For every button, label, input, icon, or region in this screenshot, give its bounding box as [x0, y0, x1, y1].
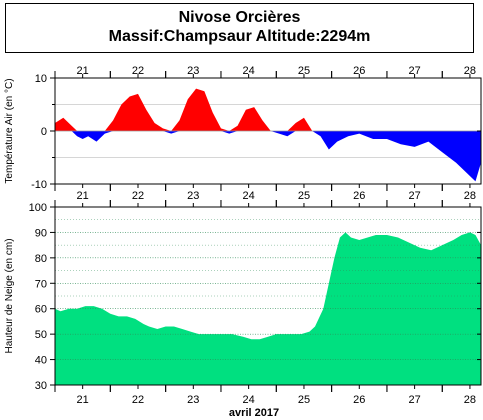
temp-ylabel: Température Air (en °C): [4, 78, 15, 183]
xtick-label-bottom: 25: [298, 190, 310, 202]
xtick-label-bottom: 22: [132, 190, 144, 202]
xtick-label-top: 22: [132, 65, 144, 77]
xtick-label-bottom: 22: [132, 394, 144, 406]
xtick-label-bottom: 24: [243, 190, 255, 202]
xlabel-date: avril 2017: [229, 407, 279, 419]
xtick-label-top: 26: [353, 65, 365, 77]
xtick-label-bottom: 24: [243, 394, 255, 406]
snow-ytick-label: 80: [35, 253, 47, 265]
snow-ytick-label: 60: [35, 304, 47, 316]
xtick-label-top: 27: [408, 65, 420, 77]
xtick-label-bottom: 25: [298, 394, 310, 406]
temp-ytick-label: -10: [31, 179, 47, 191]
xtick-label-bottom: 21: [77, 394, 89, 406]
chart-title-massif: Massif:Champsaur Altitude:2294m: [108, 28, 371, 45]
xtick-label-bottom: 23: [187, 394, 199, 406]
snow-ytick-label: 50: [35, 329, 47, 341]
snow-depth-area: [55, 232, 481, 385]
xtick-label-bottom: 27: [408, 190, 420, 202]
xtick-label-top: 25: [298, 65, 310, 77]
snow-ytick-label: 30: [35, 380, 47, 392]
xtick-label-bottom: 28: [464, 190, 476, 202]
xtick-label-bottom: 28: [464, 394, 476, 406]
temp-positive-area: [55, 88, 481, 131]
xtick-label-bottom: 26: [353, 394, 365, 406]
temp-negative-area: [55, 131, 481, 182]
xtick-label-bottom: 21: [77, 190, 89, 202]
xtick-label-bottom: 27: [408, 394, 420, 406]
xtick-label-bottom: 23: [187, 190, 199, 202]
snow-plot-frame: [54, 206, 482, 386]
temp-ytick-label: 10: [35, 73, 47, 85]
xtick-label-top: 24: [243, 65, 255, 77]
title-box: Nivose Orcières Massif:Champsaur Altitud…: [5, 3, 474, 53]
xtick-label-top: 21: [77, 65, 89, 77]
temp-ytick-label: 0: [41, 126, 47, 138]
snow-ytick-label: 40: [35, 355, 47, 367]
xtick-label-top: 23: [187, 65, 199, 77]
snow-ytick-label: 90: [35, 227, 47, 239]
chart-title-station: Nivose Orcières: [178, 9, 301, 26]
snow-ylabel: Hauteur de Neige (en cm): [4, 238, 15, 353]
xtick-label-bottom: 26: [353, 190, 365, 202]
snow-ytick-label: 70: [35, 278, 47, 290]
xtick-label-top: 28: [464, 65, 476, 77]
snow-ytick-label: 100: [29, 202, 47, 214]
